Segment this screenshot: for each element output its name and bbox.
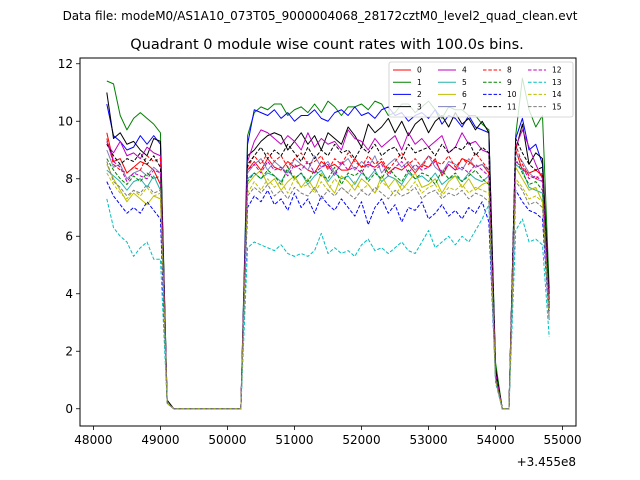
x-tick-label: 53000	[409, 433, 447, 447]
series-layer	[106, 77, 550, 410]
x-tick-label: 51000	[275, 433, 313, 447]
x-tick-label: 55000	[544, 433, 582, 447]
x-axis-offset-label: +3.455e8	[517, 455, 576, 469]
y-axis-ticks: 0 2 4 6 8 10 12	[58, 57, 80, 416]
legend-label-0: 0	[417, 66, 422, 75]
y-tick-label: 8	[65, 172, 73, 186]
x-tick-label: 49000	[141, 433, 179, 447]
legend-label-10: 10	[507, 90, 517, 99]
series-line-10	[106, 181, 550, 410]
legend-label-3: 3	[417, 102, 422, 111]
x-tick-label: 54000	[476, 433, 514, 447]
legend-label-9: 9	[507, 78, 512, 87]
y-tick-label: 0	[65, 402, 73, 416]
legend-label-2: 2	[417, 90, 422, 99]
y-tick-label: 12	[58, 57, 73, 71]
legend-label-5: 5	[462, 78, 467, 87]
legend-label-14: 14	[552, 90, 562, 99]
chart-title: Quadrant 0 module wise count rates with …	[130, 37, 524, 53]
y-tick-label: 4	[65, 287, 73, 301]
legend-label-7: 7	[462, 102, 467, 111]
y-tick-label: 2	[65, 345, 73, 359]
y-tick-label: 10	[58, 115, 73, 129]
legend-label-4: 4	[462, 66, 467, 75]
legend-label-15: 15	[552, 102, 562, 111]
legend-label-6: 6	[462, 90, 467, 99]
x-tick-label: 50000	[208, 433, 246, 447]
legend-label-1: 1	[417, 78, 422, 87]
legend-label-13: 13	[552, 78, 562, 87]
plot-frame	[79, 57, 577, 427]
legend-label-11: 11	[507, 102, 517, 111]
figure-suptitle: Data file: modeM0/AS1A10_073T05_90000040…	[63, 9, 578, 23]
legend-box	[388, 61, 574, 118]
y-tick-label: 6	[65, 230, 73, 244]
series-line-15	[106, 161, 550, 410]
x-tick-label: 52000	[342, 433, 380, 447]
legend-label-12: 12	[552, 66, 562, 75]
x-axis-ticks: 48000 49000 50000 51000 52000 53000 54000 55000	[74, 426, 582, 447]
legend-label-8: 8	[507, 66, 512, 75]
x-tick-label: 48000	[74, 433, 112, 447]
series-line-13	[106, 198, 550, 410]
